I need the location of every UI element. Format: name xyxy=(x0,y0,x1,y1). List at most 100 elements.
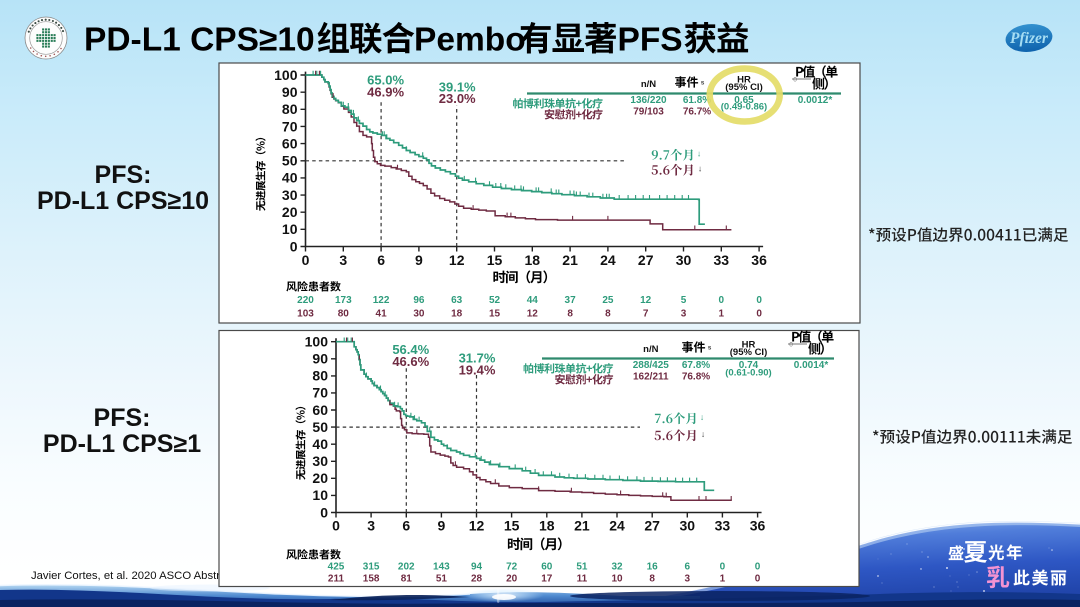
svg-text:33: 33 xyxy=(714,252,730,268)
svg-text:122: 122 xyxy=(373,295,390,306)
svg-text:0: 0 xyxy=(290,238,298,254)
svg-text:100: 100 xyxy=(274,67,298,83)
svg-text:9: 9 xyxy=(437,518,445,534)
svg-text:Javier Cortes, et al. 2020 ASC: Javier Cortes, et al. 2020 ASCO Abstract… xyxy=(31,570,266,582)
svg-text:90: 90 xyxy=(282,84,298,100)
svg-text:21: 21 xyxy=(562,252,578,268)
svg-text:12: 12 xyxy=(449,252,465,268)
svg-text:21: 21 xyxy=(574,518,590,534)
svg-text:18: 18 xyxy=(451,309,463,320)
svg-text:36: 36 xyxy=(750,518,766,534)
svg-text:15: 15 xyxy=(487,252,503,268)
svg-text:60: 60 xyxy=(282,135,298,151)
svg-text:↓: ↓ xyxy=(701,429,705,439)
svg-text:30: 30 xyxy=(282,187,298,203)
svg-text:10: 10 xyxy=(282,221,298,237)
svg-text:16: 16 xyxy=(647,562,659,573)
svg-text:52: 52 xyxy=(489,295,501,306)
svg-text:24: 24 xyxy=(600,252,616,268)
svg-text:143: 143 xyxy=(433,562,450,573)
svg-text:6: 6 xyxy=(685,562,691,573)
svg-text:40: 40 xyxy=(282,170,298,186)
svg-text:27: 27 xyxy=(638,252,654,268)
svg-text:3: 3 xyxy=(681,309,687,320)
svg-text:103: 103 xyxy=(297,309,314,320)
svg-text:↓: ↓ xyxy=(698,164,702,174)
svg-text:162/211: 162/211 xyxy=(633,372,669,383)
svg-text:s: s xyxy=(701,80,705,87)
svg-text:Pembo: Pembo xyxy=(414,22,526,59)
svg-text:32: 32 xyxy=(611,562,623,573)
svg-text:46.9%: 46.9% xyxy=(367,85,404,100)
svg-text:220: 220 xyxy=(297,295,314,306)
svg-text:0: 0 xyxy=(789,342,793,349)
svg-text:56.4%: 56.4% xyxy=(392,342,429,357)
svg-text:30: 30 xyxy=(680,518,696,534)
svg-text:70: 70 xyxy=(282,118,298,134)
svg-text:HR: HR xyxy=(742,340,756,351)
svg-text:51: 51 xyxy=(436,574,448,585)
svg-text:94: 94 xyxy=(471,562,483,573)
svg-text:Pfizer: Pfizer xyxy=(1010,30,1049,47)
svg-text:8: 8 xyxy=(567,309,573,320)
svg-text:76.8%: 76.8% xyxy=(682,372,710,383)
svg-text:9: 9 xyxy=(415,252,423,268)
svg-text:65.0%: 65.0% xyxy=(367,73,404,88)
svg-text:173: 173 xyxy=(335,295,352,306)
svg-text:67.8%: 67.8% xyxy=(682,360,710,371)
svg-text:50: 50 xyxy=(312,419,328,435)
svg-text:12: 12 xyxy=(527,309,539,320)
svg-text:0: 0 xyxy=(793,77,797,84)
svg-text:50: 50 xyxy=(282,153,298,169)
svg-text:PFS: PFS xyxy=(618,22,683,59)
svg-text:79/103: 79/103 xyxy=(633,107,664,118)
svg-text:37: 37 xyxy=(565,295,577,306)
svg-text:425: 425 xyxy=(328,562,345,573)
svg-text:30: 30 xyxy=(312,453,328,469)
svg-text:PFS:: PFS: xyxy=(94,404,151,432)
svg-text:15: 15 xyxy=(504,518,520,534)
svg-text:72: 72 xyxy=(506,562,518,573)
svg-text:288/425: 288/425 xyxy=(633,360,670,371)
svg-text:12: 12 xyxy=(640,295,652,306)
svg-text:0: 0 xyxy=(302,252,310,268)
svg-text:136/220: 136/220 xyxy=(630,95,667,106)
svg-text:28: 28 xyxy=(471,574,483,585)
svg-text:↓: ↓ xyxy=(697,149,701,159)
svg-text:0.0012*: 0.0012* xyxy=(798,95,833,106)
svg-text:(95% CI): (95% CI) xyxy=(725,82,762,93)
svg-text:61.8%: 61.8% xyxy=(683,95,711,106)
svg-text:HR: HR xyxy=(737,75,751,86)
svg-text:63: 63 xyxy=(451,295,463,306)
svg-text:202: 202 xyxy=(398,562,415,573)
svg-text:211: 211 xyxy=(328,574,345,585)
svg-text:30: 30 xyxy=(413,309,425,320)
svg-text:n/N: n/N xyxy=(643,344,658,355)
svg-text:100: 100 xyxy=(305,334,329,350)
svg-text:0.74: 0.74 xyxy=(739,360,759,371)
svg-text:20: 20 xyxy=(506,574,518,585)
svg-text:(0.49-0.86): (0.49-0.86) xyxy=(721,102,767,113)
svg-text:5: 5 xyxy=(681,295,687,306)
svg-text:23.0%: 23.0% xyxy=(439,91,476,106)
svg-text:0: 0 xyxy=(755,562,761,573)
svg-text:0: 0 xyxy=(756,309,762,320)
svg-text:(95% CI): (95% CI) xyxy=(730,347,767,358)
svg-text:40: 40 xyxy=(312,436,328,452)
svg-text:0: 0 xyxy=(720,562,726,573)
svg-text:7: 7 xyxy=(643,309,649,320)
svg-text:(0.61-0.90): (0.61-0.90) xyxy=(725,368,771,379)
svg-text:0: 0 xyxy=(320,504,328,520)
svg-text:90: 90 xyxy=(312,351,328,367)
svg-text:0.0014*: 0.0014* xyxy=(794,360,829,371)
svg-text:3: 3 xyxy=(339,252,347,268)
svg-text:60: 60 xyxy=(312,402,328,418)
svg-text:PD-L1 CPS≥10: PD-L1 CPS≥10 xyxy=(37,187,209,215)
svg-text:6: 6 xyxy=(402,518,410,534)
svg-text:1: 1 xyxy=(719,309,725,320)
svg-text:0: 0 xyxy=(332,518,340,534)
svg-text:24: 24 xyxy=(609,518,625,534)
svg-text:20: 20 xyxy=(312,470,328,486)
svg-text:27: 27 xyxy=(644,518,660,534)
svg-text:3: 3 xyxy=(367,518,375,534)
